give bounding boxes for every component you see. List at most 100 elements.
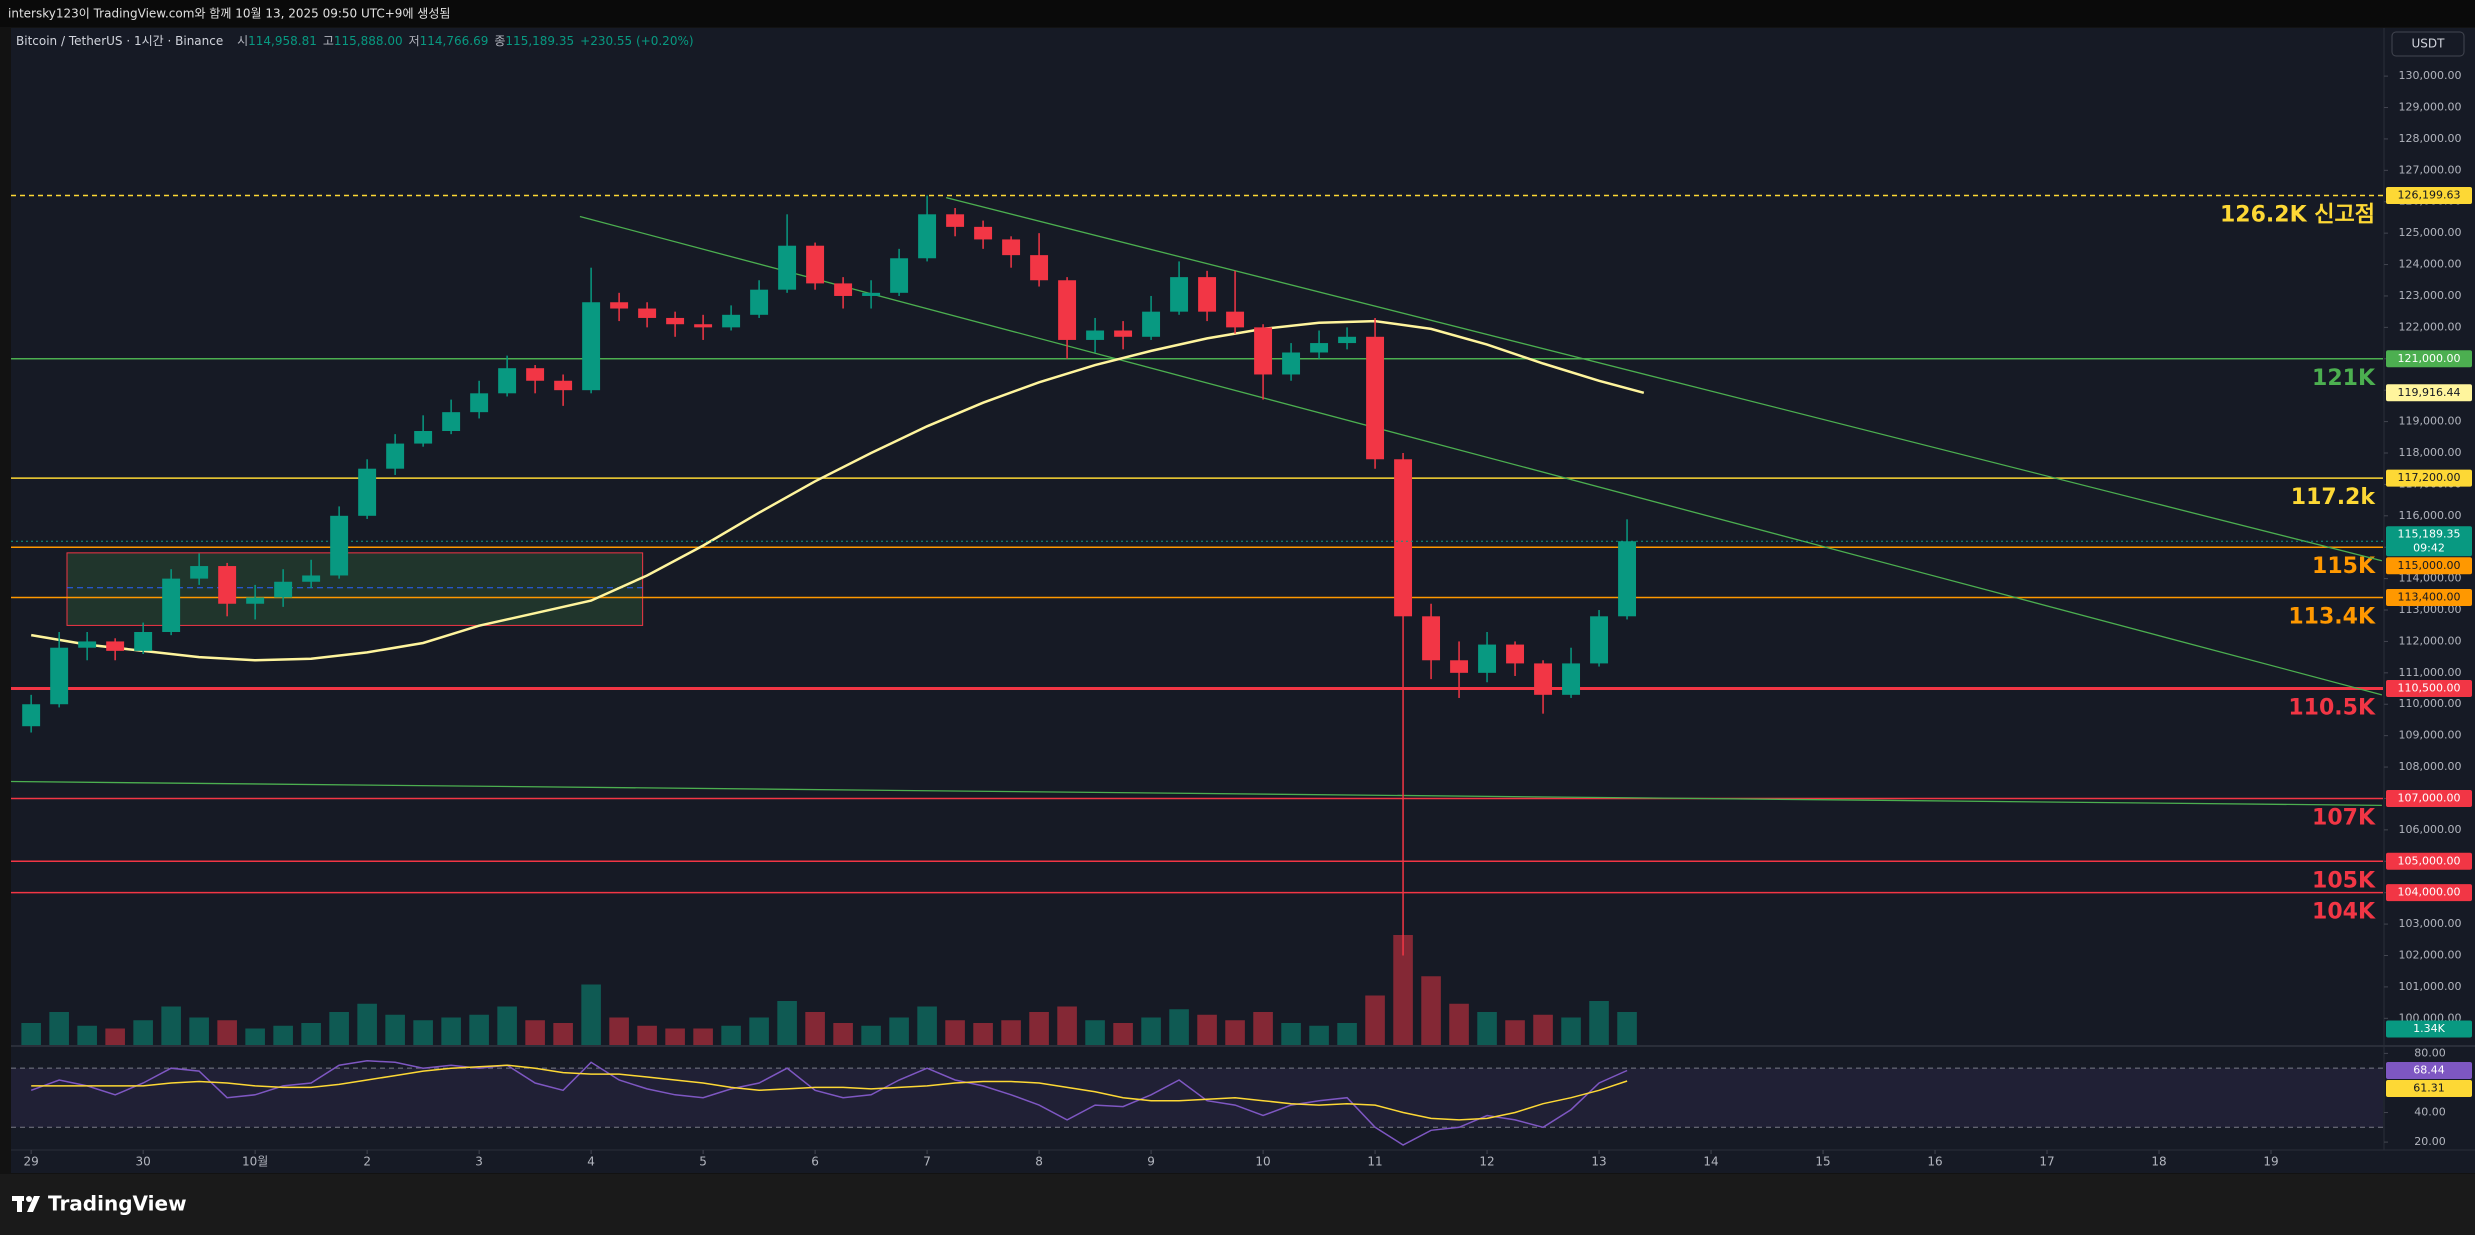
candle-body [638,308,657,318]
axis-tag-label: 68.44 [2413,1063,2445,1076]
volume-bar [917,1006,937,1045]
volume-bar [1225,1020,1245,1045]
volume-bar [945,1020,965,1045]
candle-body [1030,255,1049,281]
legend-value: 114,958.81 [248,34,317,48]
volume-bar [833,1023,853,1045]
x-tick-label: 8 [1035,1155,1043,1169]
y-tick-label: 128,000.00 [2399,132,2462,145]
volume-bar [1197,1014,1217,1045]
axis-tag-label: 126,199.63 [2398,188,2461,201]
x-tick-label: 11 [1367,1155,1382,1169]
volume-bar [889,1017,909,1045]
volume-bar [1057,1006,1077,1045]
level-label: 105K [2312,868,2376,893]
volume-bar [553,1023,573,1045]
candle-body [134,632,153,651]
candle-body [1142,311,1161,337]
volume-bar [329,1012,349,1045]
x-tick-label: 14 [1703,1155,1718,1169]
level-label: 117.2k [2291,485,2377,510]
candle-body [106,641,125,651]
volume-bar [1085,1020,1105,1045]
volume-bar [49,1012,69,1045]
volume-bar [21,1023,41,1045]
candle-body [50,647,69,705]
x-tick-label: 17 [2039,1155,2054,1169]
x-tick-label: 13 [1591,1155,1606,1169]
candle-body [806,245,825,284]
candle-body [386,443,405,469]
x-tick-label: 9 [1147,1155,1155,1169]
logo [12,1196,40,1212]
volume-bar [1393,935,1413,1045]
volume-bar [1001,1020,1021,1045]
moving-average [30,319,1645,662]
axis-tag-label: 121,000.00 [2398,352,2461,365]
candle-body [1394,459,1413,617]
candle-body [1226,311,1245,328]
legend-value: 115,189.35 [505,34,574,48]
axis-tag [2386,1061,2472,1079]
volume-bar [805,1012,825,1045]
volume-bar [105,1028,125,1045]
axis-tag-countdown: 09:42 [2413,541,2445,554]
volume-bar [1505,1020,1525,1045]
volume-bar [1365,995,1385,1045]
axis-tag-label: 1.34K [2413,1022,2445,1035]
volume-bar [721,1025,741,1045]
volume-bar [1253,1012,1273,1045]
x-tick-label: 15 [1815,1155,1830,1169]
volume-bar [749,1017,769,1045]
currency-button[interactable] [2391,31,2465,57]
y-tick-label: 118,000.00 [2399,446,2462,459]
price-pane: 126.2K 신고점 121K 117.2k 115K 113.4K 110.5K 107K… [11,194,2383,1045]
x-tick-label: 6 [811,1155,819,1169]
legend-key: 저 [409,34,420,48]
volume-bar [1281,1023,1301,1045]
legend-value: 115,888.00 [334,34,403,48]
candle-body [890,258,909,293]
axis-tag-label: 113,400.00 [2398,590,2461,603]
candle-body [1170,277,1189,312]
candle-body [1478,644,1497,673]
axis-tag-label: 117,200.00 [2398,471,2461,484]
axis-tag [2386,1020,2472,1038]
candle-body [750,289,769,315]
legend-change: +230.55 (+0.20%) [580,34,693,48]
header-text: intersky123이 TradingView.com와 함께 10월 13,… [8,7,450,21]
candle-body [1534,663,1553,695]
y-tick-label: 114,000.00 [2399,572,2462,585]
candle-body [78,641,97,648]
volume-bar [1533,1014,1553,1045]
axis-tag [2386,469,2472,487]
candle-body [162,578,181,633]
x-tick-label: 18 [2151,1155,2166,1169]
candle-body [1422,616,1441,661]
legend: Bitcoin / TetherUS · 1시간 · Binance 시114,… [16,34,694,48]
candle-body [694,324,713,328]
y-tick-label: 109,000.00 [2399,729,2462,742]
trend-line [579,215,2383,696]
candle-body [498,368,517,394]
y-tick-label: 124,000.00 [2399,258,2462,271]
x-tick-label: 10월 [242,1155,268,1169]
level-label: 113.4K [2288,604,2376,629]
candle-body [778,245,797,290]
currency[interactable]: USDT [2412,37,2446,51]
candle-body [302,575,321,582]
volume-bar [273,1025,293,1045]
x-tick-label: 12 [1479,1155,1494,1169]
axis-tag-label: 115,189.35 [2398,527,2461,540]
y-tick-label: 130,000.00 [2399,69,2462,82]
symbol-title: Bitcoin / TetherUS · 1시간 · Binance [16,34,223,48]
candle-body [1282,352,1301,375]
candle-body [1562,663,1581,695]
x-tick-label: 5 [699,1155,707,1169]
axis-tag [2386,852,2472,870]
candle-body [1058,280,1077,340]
rsi-ma [31,1064,1628,1121]
x-tick-label: 10 [1255,1155,1270,1169]
candle-body [1254,327,1273,375]
